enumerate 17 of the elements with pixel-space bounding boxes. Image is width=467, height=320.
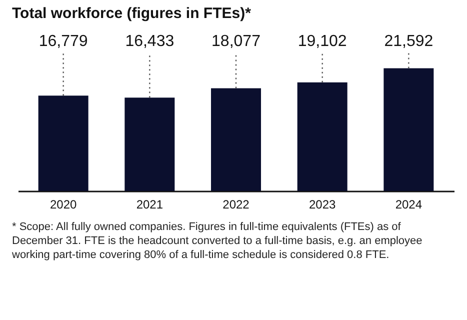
data-label: 16,779 <box>38 33 88 50</box>
data-label: 16,433 <box>125 33 174 50</box>
data-label: 18,077 <box>212 33 261 50</box>
data-label: 21,592 <box>384 33 434 50</box>
x-tick-label: 2022 <box>222 198 250 212</box>
bar <box>124 98 175 191</box>
chart-title: Total workforce (figures in FTEs)* <box>12 5 252 22</box>
bar <box>297 82 348 191</box>
bar <box>38 96 88 191</box>
data-label: 19,102 <box>298 33 347 50</box>
x-tick-label: 2021 <box>136 198 164 212</box>
x-tick-label: 2020 <box>50 198 77 212</box>
bar <box>211 88 261 191</box>
x-tick-label: 2023 <box>308 198 336 212</box>
x-tick-label: 2024 <box>395 198 422 212</box>
text: * Scope: All fully owned companies. Figures in full-time equivalents (FTEs) as of December 31. FTE is the headcount converted to a full-time basis, e.g. an employee working part-time covering 80% of a full-time schedule is considered 0.8 FTE. <box>11 221 422 261</box>
bar <box>384 68 434 191</box>
